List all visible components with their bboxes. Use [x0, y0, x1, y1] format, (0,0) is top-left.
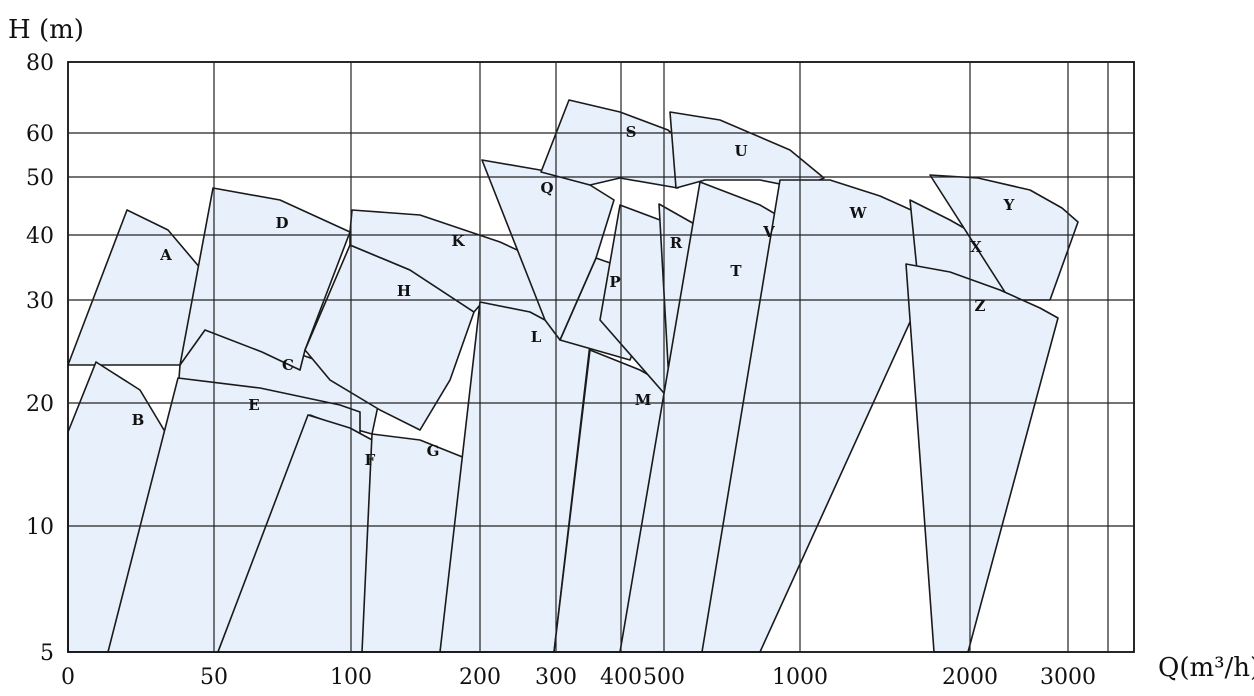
grid-layer [67, 61, 1135, 653]
zone-p-label: P [609, 273, 620, 291]
zone-labels-layer: A B C D E F G H K L M P Q R S T U V W X Y Z [132, 123, 1015, 469]
zone-u-label: U [734, 142, 747, 160]
zone-d-label: D [275, 214, 288, 232]
zone-y-area [929, 174, 1079, 301]
zone-s-label: S [626, 123, 637, 141]
x-tick-label: 2000 [942, 665, 998, 690]
zone-h-label: H [397, 282, 411, 300]
zone-v-label: V [762, 223, 775, 241]
plot-frame [67, 61, 1135, 653]
y-axis-title: H (m) [8, 15, 84, 45]
zone-f-label: F [365, 451, 376, 469]
x-tick-label: 200 [459, 665, 501, 690]
zone-b-label: B [132, 411, 145, 429]
x-tick-label: 50 [200, 665, 228, 690]
zone-l-label: L [531, 328, 542, 346]
zone-e-label: E [248, 396, 259, 414]
zones-layer [67, 99, 1079, 653]
zone-r-label: R [670, 234, 683, 252]
zone-q-label: Q [540, 179, 553, 197]
zone-z-label: Z [975, 297, 986, 315]
x-axis-title: Q(m³/h) [1158, 653, 1254, 683]
ticks-layer: 5 10 20 30 40 50 60 80 0 50 100 200 300 400 500 1000 200… [26, 51, 1096, 690]
zone-a-label: A [159, 246, 172, 264]
y-tick-label: 30 [26, 289, 54, 314]
x-tick-label: 400 [600, 665, 642, 690]
y-tick-label: 10 [26, 515, 54, 540]
y-tick-label: 50 [26, 166, 54, 191]
zone-t-label: T [730, 262, 742, 280]
y-tick-label: 60 [26, 122, 54, 147]
y-tick-label: 5 [40, 641, 54, 666]
zone-m-label: M [635, 391, 652, 409]
x-tick-label: 500 [643, 665, 685, 690]
zone-u-area [669, 111, 825, 189]
zone-k-label: K [451, 232, 465, 250]
y-tick-label: 40 [26, 224, 54, 249]
zone-a-area [67, 209, 213, 366]
zone-g-label: G [427, 442, 440, 460]
x-tick-label: 3000 [1040, 665, 1096, 690]
zone-y-label: Y [1003, 196, 1015, 214]
x-tick-label: 0 [61, 665, 75, 690]
y-tick-label: 80 [26, 51, 54, 76]
zone-w-label: W [849, 204, 868, 222]
zone-z-area [905, 263, 1059, 653]
x-tick-label: 300 [535, 665, 577, 690]
zone-x-label: X [970, 238, 982, 256]
y-tick-label: 20 [26, 392, 54, 417]
x-tick-label: 1000 [772, 665, 828, 690]
x-tick-label: 100 [330, 665, 372, 690]
zone-q-area [481, 159, 615, 341]
zone-c-label: C [282, 356, 294, 374]
